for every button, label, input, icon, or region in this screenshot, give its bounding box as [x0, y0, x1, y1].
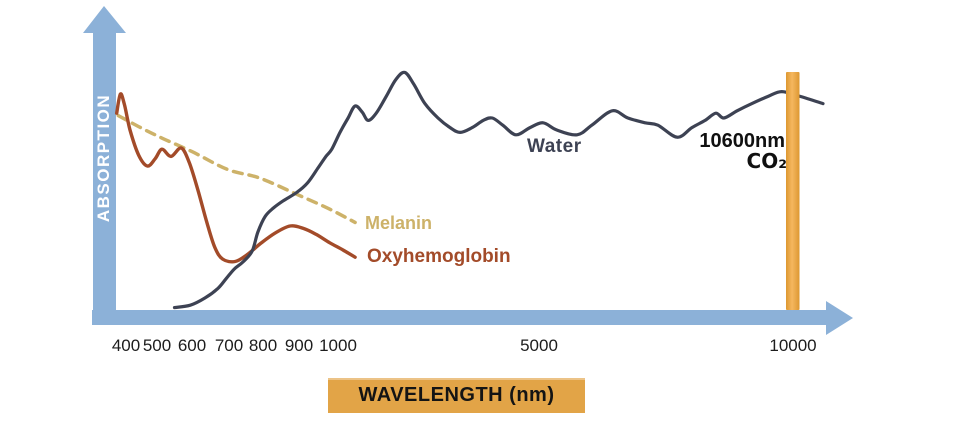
oxyhemoglobin-series-label: Oxyhemoglobin [367, 246, 511, 267]
y-axis-label: ABSORPTION [94, 93, 113, 223]
x-axis-label: WAVELENGTH (nm) [358, 384, 555, 406]
co2-label: CO₂ [746, 149, 787, 173]
x-tick-label: 5000 [520, 336, 558, 355]
water-series-label: Water [527, 136, 582, 157]
water-curve [172, 70, 825, 310]
x-tick-label: 900 [285, 336, 313, 355]
x-axis-arrow [92, 301, 853, 335]
x-tick-label: 600 [178, 336, 206, 355]
x-tick-label: 800 [249, 336, 277, 355]
x-axis-label-box: WAVELENGTH (nm) [328, 378, 585, 413]
x-tick-label: 500 [143, 336, 171, 355]
co2-wavelength-annotation: 10600nm [699, 130, 785, 152]
x-axis-tick-labels: 400 500 600 700 800 900 1000 5000 10000 [112, 336, 817, 355]
melanin-series-label: Melanin [365, 213, 433, 233]
x-tick-label: 10000 [769, 336, 816, 355]
co2-laser-line-bar [786, 72, 800, 310]
y-axis-arrow [83, 6, 126, 325]
x-tick-label: 400 [112, 336, 140, 355]
x-tick-label: 1000 [319, 336, 357, 355]
melanin-curve [116, 113, 357, 225]
oxyhemoglobin-curve [115, 92, 357, 264]
x-tick-label: 700 [215, 336, 243, 355]
